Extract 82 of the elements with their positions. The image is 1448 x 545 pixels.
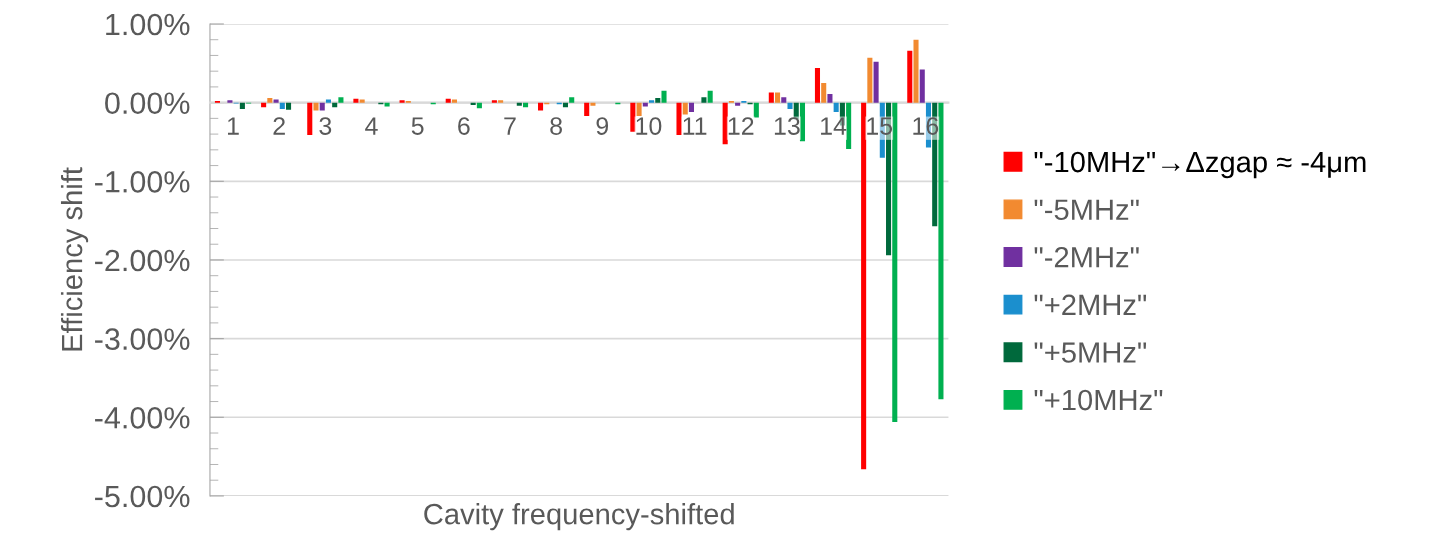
bar xyxy=(907,50,913,103)
bar xyxy=(307,102,313,135)
legend-label: "-2MHz" xyxy=(1034,246,1139,268)
bar xyxy=(821,82,827,103)
bar xyxy=(630,102,636,132)
bar xyxy=(325,99,331,103)
legend-label: "-5MHz" xyxy=(1034,199,1139,220)
legend-label: "+2MHz" xyxy=(1034,294,1147,315)
bar xyxy=(538,102,544,111)
bar xyxy=(636,102,642,117)
bar xyxy=(833,102,839,113)
bar xyxy=(590,102,596,106)
bar xyxy=(781,97,787,103)
bar xyxy=(267,97,273,103)
bar xyxy=(861,102,867,470)
bar xyxy=(688,102,695,113)
x-tick-label: 6 xyxy=(458,117,470,135)
x-tick-label: 4 xyxy=(365,117,378,135)
bar xyxy=(491,100,497,103)
x-axis-title: Cavity frequency-shifted xyxy=(424,503,734,531)
bar xyxy=(775,92,781,103)
bar xyxy=(919,69,925,103)
bar xyxy=(787,102,793,109)
bar xyxy=(451,99,457,103)
bar xyxy=(701,97,707,103)
bar xyxy=(338,97,344,103)
x-tick-label: 10 xyxy=(636,117,662,135)
bar xyxy=(867,57,873,103)
legend-label: "-10MHz"→Δzgap ≈ -4μm xyxy=(1034,151,1366,179)
legend-label: "+10MHz" xyxy=(1034,389,1163,411)
bar xyxy=(313,102,319,111)
bar xyxy=(913,39,919,103)
bar xyxy=(642,102,648,107)
bar xyxy=(722,102,728,145)
x-tick-label: 1 xyxy=(227,117,239,135)
y-tick-label: 1.00% xyxy=(106,13,190,36)
y-tick-label: -4.00% xyxy=(95,407,190,429)
bar xyxy=(273,99,279,103)
bar xyxy=(768,92,774,103)
x-tick-label: 2 xyxy=(273,117,285,135)
y-tick-label: 0.00% xyxy=(105,92,190,115)
y-tick-label: -3.00% xyxy=(95,328,190,350)
bar xyxy=(359,99,365,103)
x-tick-label: 12 xyxy=(728,117,754,135)
bar xyxy=(814,68,821,103)
x-tick-label: 9 xyxy=(596,117,609,135)
y-axis-title: Efficiency shift xyxy=(60,167,89,351)
y-tick-label: -1.00% xyxy=(95,171,190,193)
y-tick-label: -5.00% xyxy=(95,485,190,508)
bar xyxy=(227,100,233,103)
bar xyxy=(938,102,944,400)
x-tick-label: 5 xyxy=(411,117,424,135)
bar xyxy=(569,97,575,103)
bar xyxy=(498,100,504,103)
bar xyxy=(279,102,285,109)
x-tick-label: 3 xyxy=(319,117,332,135)
bar xyxy=(384,102,390,107)
bar xyxy=(584,102,590,117)
bar xyxy=(892,102,898,423)
bar xyxy=(676,102,682,135)
bar xyxy=(286,102,292,110)
bar xyxy=(649,100,655,103)
bar xyxy=(445,98,451,103)
x-tick-label: 7 xyxy=(504,117,516,135)
bar xyxy=(319,102,325,111)
bar xyxy=(399,100,405,103)
bar xyxy=(353,98,359,103)
x-tick-label: 13 xyxy=(774,117,800,135)
bar xyxy=(735,102,741,106)
bar xyxy=(682,102,688,115)
bar xyxy=(655,97,661,103)
x-tick-label: 8 xyxy=(550,117,562,135)
legend-label: "+5MHz" xyxy=(1034,342,1147,363)
bar xyxy=(827,93,833,103)
y-tick-label: -2.00% xyxy=(95,249,190,272)
x-tick-label: 11 xyxy=(683,117,707,135)
bar xyxy=(707,90,713,103)
bar xyxy=(753,102,759,118)
bar xyxy=(239,102,245,109)
bar xyxy=(516,102,522,106)
bar xyxy=(661,90,667,103)
bar xyxy=(873,61,879,103)
